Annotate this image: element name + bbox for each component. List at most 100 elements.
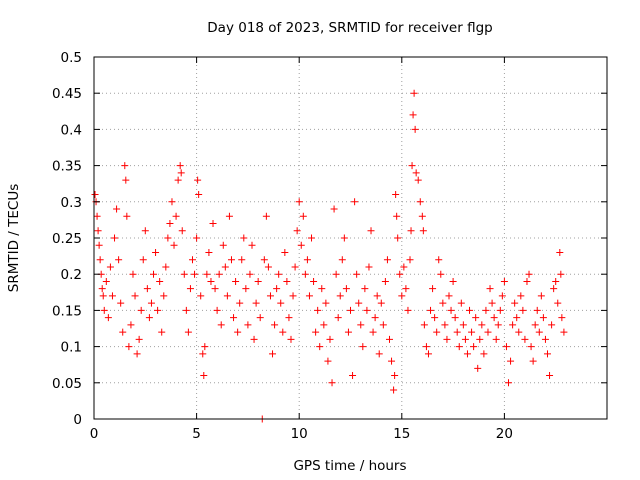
data-point (326, 335, 334, 343)
data-point (180, 270, 188, 278)
data-point (361, 285, 369, 293)
data-point (556, 248, 564, 256)
data-point (141, 227, 149, 235)
data-point (314, 306, 322, 314)
data-point (402, 285, 410, 293)
y-tick-label: 0.2 (61, 267, 82, 283)
data-point (431, 314, 439, 322)
data-point (435, 256, 443, 264)
data-point (271, 321, 279, 329)
data-point (176, 162, 184, 170)
data-point (279, 328, 287, 336)
data-point (225, 212, 233, 220)
data-point (422, 343, 430, 351)
data-point (347, 306, 354, 314)
data-point (205, 248, 213, 256)
data-point (236, 299, 244, 307)
data-point (207, 277, 215, 285)
data-point (299, 212, 307, 220)
data-point (143, 285, 151, 293)
data-point (509, 321, 517, 329)
data-point (287, 335, 295, 343)
data-point (396, 270, 404, 278)
data-point (414, 176, 422, 184)
data-point (197, 292, 205, 300)
data-point (560, 328, 568, 336)
data-point (324, 357, 332, 365)
data-point (410, 89, 418, 97)
data-point (480, 350, 488, 358)
data-point (558, 314, 566, 322)
data-point (404, 306, 412, 314)
data-point (529, 357, 537, 365)
data-point (505, 379, 513, 387)
data-point (427, 306, 435, 314)
data-point (429, 285, 437, 293)
data-point (320, 321, 328, 329)
data-point (451, 314, 459, 322)
data-point (129, 270, 137, 278)
data-point (177, 169, 185, 177)
data-point (459, 321, 467, 329)
data-point (392, 191, 400, 199)
data-point (468, 328, 476, 336)
data-point (521, 335, 529, 343)
x-axis-label: GPS time / hours (293, 458, 406, 474)
data-point (308, 234, 316, 242)
data-point (525, 270, 533, 278)
data-point (496, 306, 504, 314)
data-point (548, 321, 556, 329)
data-point (93, 212, 101, 220)
data-point (390, 386, 398, 394)
data-point (145, 314, 153, 322)
data-point (104, 314, 112, 322)
data-point (351, 198, 359, 206)
data-point (102, 277, 110, 285)
data-point (379, 321, 387, 329)
data-point (447, 306, 455, 314)
data-point (543, 350, 551, 358)
data-point (318, 285, 326, 293)
data-point (474, 364, 482, 372)
data-point (367, 227, 375, 235)
data-point (125, 343, 133, 351)
data-point (371, 314, 379, 322)
data-point (546, 372, 554, 380)
data-point (369, 328, 377, 336)
data-point (209, 220, 217, 228)
data-point (113, 205, 121, 213)
data-point (420, 321, 428, 329)
data-point (537, 292, 545, 300)
data-point (194, 176, 202, 184)
data-point (334, 314, 342, 322)
data-point (391, 372, 399, 380)
data-point (191, 270, 199, 278)
data-point (359, 343, 367, 351)
y-tick-label: 0.25 (52, 231, 82, 247)
x-tick-label: 20 (496, 426, 513, 442)
data-point (409, 111, 417, 119)
data-point (554, 299, 562, 307)
data-point (223, 292, 231, 300)
data-point (424, 350, 432, 358)
data-point (482, 306, 490, 314)
data-point (121, 162, 129, 170)
data-point (137, 306, 145, 314)
data-point (281, 248, 289, 256)
data-point (232, 277, 240, 285)
data-point (95, 241, 103, 249)
data-point (168, 198, 176, 206)
data-point (111, 234, 119, 242)
data-point (230, 314, 238, 322)
data-point (133, 350, 141, 358)
data-point (443, 335, 451, 343)
data-point (338, 256, 346, 264)
data-point (213, 306, 221, 314)
data-points (91, 89, 568, 423)
data-point (357, 321, 365, 329)
data-point (557, 270, 565, 278)
data-point (312, 328, 320, 336)
chart-title: Day 018 of 2023, SRMTID for receiver flg… (207, 20, 492, 36)
data-point (154, 306, 162, 314)
data-point (449, 277, 457, 285)
